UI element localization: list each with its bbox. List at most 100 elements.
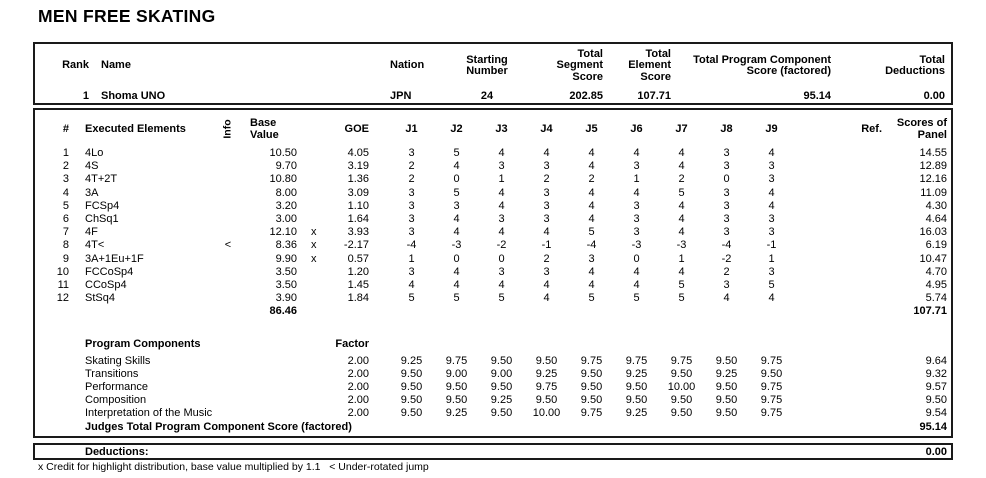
cell-x-mark <box>305 147 329 160</box>
cell-j5: 4 <box>588 279 595 292</box>
cell-j2: 4 <box>453 213 460 226</box>
cell-j1: 9.50 <box>400 381 423 394</box>
element-row: 4 3A 8.00 3.09 3 5 4 3 4 4 5 3 4 11.09 <box>35 187 951 200</box>
cell-panel-score: 10.47 <box>919 252 947 265</box>
cell-j6: 4 <box>633 279 640 292</box>
judges-total-row: Judges Total Program Component Score (fa… <box>35 421 951 435</box>
cell-info <box>215 160 241 173</box>
cell-j1: 2 <box>408 173 415 186</box>
value-skater-name: Shoma UNO <box>101 89 166 102</box>
header-j7: J7 <box>675 122 688 135</box>
cell-j1: 9.50 <box>400 394 423 407</box>
cell-panel-score: 12.16 <box>919 173 947 186</box>
cell-j6: 9.50 <box>625 394 648 407</box>
cell-j7: 4 <box>678 199 685 212</box>
cell-j5: 2 <box>588 173 595 186</box>
cell-info <box>215 213 241 226</box>
component-row: Skating Skills 2.00 9.25 9.75 9.50 9.50 9.75 9.… <box>35 355 951 368</box>
cell-factor: 2.00 <box>347 394 369 407</box>
cell-j2: 9.50 <box>445 381 468 394</box>
cell-j7: 9.50 <box>670 407 693 420</box>
header-j1: J1 <box>405 122 418 135</box>
cell-element-number: 1 <box>62 147 69 159</box>
page-title: MEN FREE SKATING <box>38 6 216 26</box>
cell-j8: 3 <box>723 226 730 239</box>
cell-info: < <box>224 239 232 252</box>
elements-header-row: # Executed Elements Info Base Value GOE … <box>35 110 951 147</box>
deductions-table: Deductions: 0.00 <box>35 445 951 458</box>
cell-j7: 2 <box>678 173 685 186</box>
cell-j8: 3 <box>723 279 730 292</box>
cell-j4: 9.75 <box>535 381 558 394</box>
cell-j9: 3 <box>768 265 775 278</box>
cell-j3: 9.50 <box>490 407 513 420</box>
cell-element-name: 3A+1Eu+1F <box>85 252 144 265</box>
header-j8: J8 <box>720 122 733 135</box>
cell-j9: 4 <box>768 199 775 212</box>
component-row: Interpretation of the Music 2.00 9.50 9.25 9… <box>35 407 951 420</box>
cell-j4: 3 <box>543 186 550 199</box>
cell-ref <box>794 253 886 266</box>
element-row: 8 4T< <8.36 x -2.17 -4 -3 -2 -1 -4 -3 -3 -4 -1 6.19 <box>35 239 951 252</box>
cell-element-name: 4T+2T <box>85 173 118 186</box>
cell-j1: 2 <box>408 160 415 173</box>
cell-j7: 9.50 <box>670 367 693 380</box>
cell-j3: 3 <box>498 160 505 173</box>
value-total-element-score: 107.71 <box>637 89 671 102</box>
cell-x-mark: x <box>311 239 317 252</box>
cell-j2: 5 <box>453 147 460 159</box>
cell-j5: 5 <box>588 292 595 305</box>
element-row: 1 4Lo 10.50 4.05 3 5 4 4 4 4 4 3 4 14.55 <box>35 147 951 160</box>
element-row: 9 3A+1Eu+1F 9.90 x 0.57 1 0 0 2 3 0 1 -2 1 10.47 <box>35 253 951 266</box>
header-total-element-score: Total Element Score <box>628 47 671 83</box>
cell-j4: 9.25 <box>535 367 558 380</box>
cell-j8: 0 <box>723 173 730 186</box>
cell-element-number: 9 <box>62 252 69 265</box>
header-j6: J6 <box>630 122 643 135</box>
cell-j8: 3 <box>723 199 730 212</box>
cell-element-number: 7 <box>62 226 69 239</box>
cell-j9: 3 <box>768 213 775 226</box>
cell-element-number: 4 <box>62 186 69 199</box>
cell-goe: 3.93 <box>347 226 369 239</box>
cell-j5: 9.50 <box>580 367 603 380</box>
cell-j6: 4 <box>633 147 640 159</box>
cell-element-name: ChSq1 <box>85 213 119 226</box>
cell-j9: 4 <box>768 186 775 199</box>
cell-element-number: 10 <box>56 265 69 278</box>
header-nation: Nation <box>390 59 425 72</box>
cell-j2: 9.25 <box>445 407 468 420</box>
cell-element-name: CCoSp4 <box>85 279 127 292</box>
component-row: Composition 2.00 9.50 9.50 9.25 9.50 9.50 9.50 9… <box>35 394 951 407</box>
cell-j3: 4 <box>498 147 505 159</box>
cell-base-value: 8.36 <box>275 239 297 252</box>
cell-j4: 3 <box>543 199 550 212</box>
cell-goe: 1.84 <box>347 292 369 305</box>
cell-panel-score: 12.89 <box>919 160 947 173</box>
element-row: 10 FCCoSp4 3.50 1.20 3 4 3 3 4 4 4 2 3 4.70 <box>35 266 951 279</box>
cell-j7: 5 <box>678 186 685 199</box>
summary-header-row: Rank Name Nation Starting Number Total S… <box>35 44 951 88</box>
cell-ref <box>794 213 886 226</box>
cell-x-mark <box>305 187 329 200</box>
cell-j5: 9.50 <box>580 381 603 394</box>
cell-goe: 1.36 <box>347 173 369 186</box>
cell-element-number: 5 <box>62 199 69 212</box>
cell-j7: 4 <box>678 226 685 239</box>
cell-j3: 3 <box>498 213 505 226</box>
cell-j1: 1 <box>408 252 415 265</box>
cell-j2: 4 <box>453 265 460 278</box>
summary-value-row: 1 Shoma UNO JPN 24 202.85 107.71 95.14 0… <box>35 88 951 103</box>
cell-j9: 4 <box>768 147 775 159</box>
cell-j5: 5 <box>588 226 595 239</box>
cell-goe: 1.64 <box>347 213 369 226</box>
header-starting-number: Starting Number <box>466 53 508 77</box>
cell-panel-score: 9.57 <box>925 381 947 394</box>
cell-j4: 3 <box>543 213 550 226</box>
cell-blank <box>35 394 75 407</box>
header-j9: J9 <box>765 122 778 135</box>
cell-j6: 0 <box>633 252 640 265</box>
cell-j2: 4 <box>453 279 460 292</box>
cell-j2: 0 <box>453 252 460 265</box>
value-rank: 1 <box>82 89 89 102</box>
